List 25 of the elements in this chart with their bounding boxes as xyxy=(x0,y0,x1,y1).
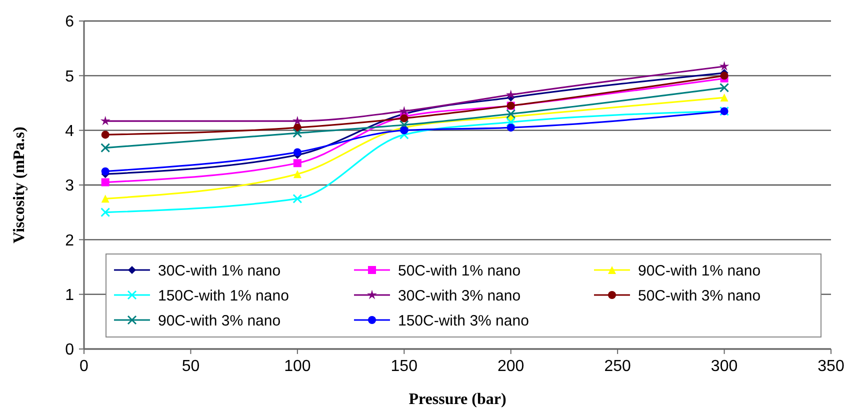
legend-label: 150C-with 3% nano xyxy=(398,312,529,330)
x-tick-label: 300 xyxy=(710,358,738,375)
legend-label: 150C-with 1% nano xyxy=(158,287,289,304)
x-tick-label: 0 xyxy=(80,358,89,375)
y-tick-label: 5 xyxy=(65,68,74,86)
x-tick-label: 200 xyxy=(498,358,524,375)
y-tick-label: 2 xyxy=(65,232,74,250)
y-tick-label: 6 xyxy=(65,14,74,31)
x-tick-label: 150 xyxy=(390,358,418,375)
y-tick-label: 4 xyxy=(65,122,74,140)
y-tick-label: 3 xyxy=(65,178,74,195)
legend-label: 90C-with 3% nano xyxy=(158,312,281,330)
x-tick-label: 100 xyxy=(284,358,311,375)
x-tick-label: 250 xyxy=(604,358,632,375)
y-tick-label: 1 xyxy=(65,286,74,304)
legend-label: 50C-with 3% nano xyxy=(638,287,761,304)
legend-label: 90C-with 1% nano xyxy=(638,262,761,280)
legend-label: 50C-with 1% nano xyxy=(398,262,521,280)
legend-label: 30C-with 1% nano xyxy=(158,262,281,280)
y-axis-title: Viscosity (mPa.s) xyxy=(11,126,28,244)
legend-label: 30C-with 3% nano xyxy=(398,287,521,304)
x-tick-label: 350 xyxy=(818,358,844,375)
x-axis-title: Pressure (bar) xyxy=(408,391,506,408)
y-tick-label: 0 xyxy=(65,342,74,359)
x-tick-label: 50 xyxy=(182,358,200,375)
